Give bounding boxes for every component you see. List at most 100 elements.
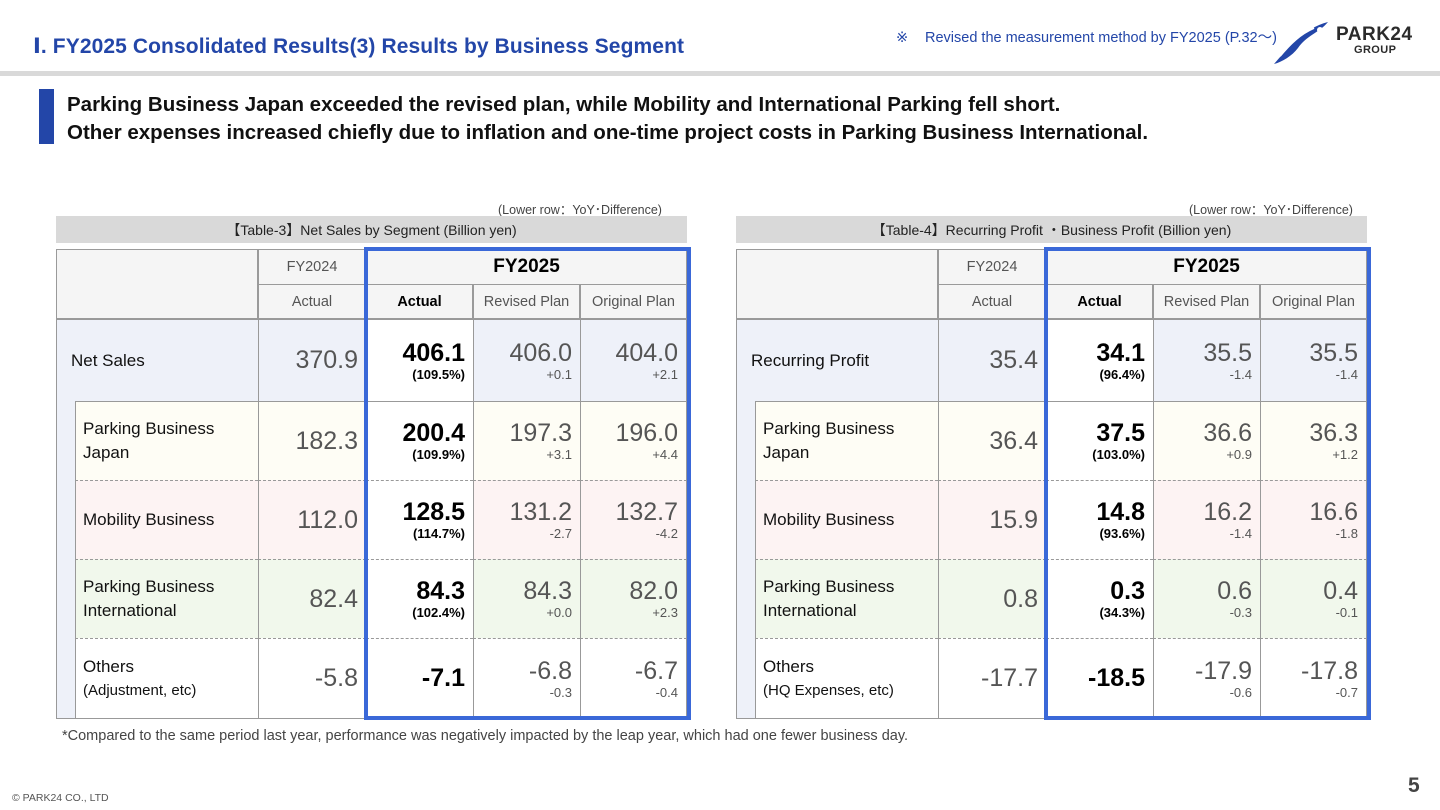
row-total-actual-value: 406.1 <box>402 338 465 367</box>
row-total-original-value: 404.0 <box>615 338 678 367</box>
row-japan-actual: 37.5 (103.0%) <box>1046 401 1153 480</box>
park24-swoosh-icon <box>1274 22 1328 64</box>
row-others-fy2024: -17.7 <box>938 638 1046 718</box>
row-mobility-original-diff: -4.2 <box>655 526 678 541</box>
row-mobility-fy2024-value: 112.0 <box>297 505 358 534</box>
row-japan-label: Parking Business <box>83 419 215 438</box>
row-others-original-diff: -0.4 <box>655 684 678 700</box>
row-international-actual-value: 84.3 <box>416 577 465 605</box>
row-others-revised-diff: -0.3 <box>549 684 572 700</box>
row-total-fy2024-value: 35.4 <box>989 346 1038 374</box>
copyright: © PARK24 CO., LTD <box>12 792 109 804</box>
row-japan-revised-value: 36.6 <box>1203 419 1252 447</box>
row-international-original-diff: +2.3 <box>652 605 678 620</box>
row-japan-label-cell: Parking Business Japan <box>755 401 938 480</box>
row-japan-actual-value: 37.5 <box>1096 419 1145 447</box>
subheader-original-plan-label: Original Plan <box>591 293 675 310</box>
row-others-original-value: -6.7 <box>634 656 678 685</box>
row-others-original-plan: -17.8 -0.7 <box>1260 638 1367 718</box>
row-total-label: Recurring Profit <box>751 350 870 370</box>
row-international-original-value: 82.0 <box>629 577 678 605</box>
table4-title: 【Table-4】Recurring Profit ・Business Prof… <box>736 216 1367 243</box>
row-japan-revised-plan: 36.6 +0.9 <box>1153 401 1260 480</box>
row-total-actual: 406.1 (109.5%) <box>366 319 473 401</box>
subheader-actual-label: Actual <box>1077 293 1122 310</box>
row-mobility-actual: 128.5 (114.7%) <box>366 480 473 559</box>
row-total-label: Net Sales <box>71 350 145 370</box>
row-japan-label-wrap: Parking Business Japan <box>83 417 214 465</box>
subheader-fy2024-actual-label: Actual <box>971 293 1013 310</box>
row-japan-fy2024-value: 182.3 <box>295 426 358 455</box>
row-total-label-cell: Recurring Profit <box>736 319 938 401</box>
subheader-actual: Actual <box>366 284 473 319</box>
row-international-fy2024-value: 82.4 <box>309 584 358 613</box>
row-total-fy2024: 35.4 <box>938 319 1046 401</box>
row-others-fy2024: -5.8 <box>258 638 366 718</box>
subheader-fy2024-actual: Actual <box>938 284 1046 319</box>
row-japan-actual-yoy: (103.0%) <box>1092 447 1145 462</box>
header-fy2025-label: FY2025 <box>493 256 560 277</box>
row-international-label-wrap: Parking Business International <box>83 575 214 623</box>
row-total-fy2024: 370.9 <box>258 319 366 401</box>
measurement-note: ※ Revised the measurement method by FY20… <box>896 30 1277 47</box>
table3-title: 【Table-3】Net Sales by Segment (Billion y… <box>56 216 687 243</box>
row-mobility-label-cell: Mobility Business <box>755 480 938 559</box>
row-others-revised-plan: -17.9 -0.6 <box>1153 638 1260 718</box>
row-mobility-label-cell: Mobility Business <box>75 480 258 559</box>
row-international-actual: 84.3 (102.4%) <box>366 559 473 638</box>
subheader-actual: Actual <box>1046 284 1153 319</box>
row-mobility-fy2024: 15.9 <box>938 480 1046 559</box>
subheader-fy2024-actual-label: Actual <box>291 293 333 310</box>
row-japan-fy2024: 36.4 <box>938 401 1046 480</box>
lead-line-2: Other expenses increased chiefly due to … <box>67 121 1149 144</box>
row-total-revised-value: 35.5 <box>1203 338 1252 367</box>
header-fy2024-label: FY2024 <box>966 259 1018 275</box>
note-text: Revised the measurement method by FY2025… <box>925 30 1277 46</box>
table-bottom-border <box>56 718 687 719</box>
row-others-original-value: -17.8 <box>1301 656 1358 685</box>
row-mobility-revised-value: 131.2 <box>509 498 572 526</box>
row-mobility-actual: 14.8 (93.6%) <box>1046 480 1153 559</box>
row-total-revised-value: 406.0 <box>509 338 572 367</box>
row-mobility-revised-diff: -2.7 <box>549 526 572 541</box>
lead-statement: Parking Business Japan exceeded the revi… <box>67 91 1148 147</box>
row-others-actual: -7.1 <box>366 638 473 718</box>
row-mobility-label: Mobility Business <box>83 510 215 529</box>
row-mobility-revised-plan: 16.2 -1.4 <box>1153 480 1260 559</box>
header-fy2025: FY2025 <box>366 249 687 285</box>
row-total-fy2024-value: 370.9 <box>295 346 358 374</box>
row-mobility-original-plan: 132.7 -4.2 <box>580 480 687 559</box>
row-others-revised-diff: -0.6 <box>1229 684 1252 700</box>
row-total-label-wrap: Net Sales <box>71 349 145 373</box>
header-fy2025-label: FY2025 <box>1173 256 1240 277</box>
row-others-label-wrap: Others (Adjustment, etc) <box>83 655 196 703</box>
header-blank-cell <box>736 249 938 319</box>
row-japan-revised-diff: +0.9 <box>1226 447 1252 462</box>
segment-indent-strip <box>56 401 75 718</box>
row-japan-revised-value: 197.3 <box>509 419 572 447</box>
table4-lower-note: (Lower row：YoY･Difference) <box>1189 203 1353 217</box>
subheader-original-plan-label: Original Plan <box>1271 293 1355 310</box>
park24-logo: PARK24 GROUP <box>1270 18 1420 68</box>
row-mobility-actual-value: 128.5 <box>402 498 465 526</box>
row-others-actual-value: -18.5 <box>1088 664 1145 692</box>
row-others-label-cell: Others (HQ Expenses, etc) <box>755 638 938 718</box>
subheader-revised-plan-label: Revised Plan <box>483 293 570 310</box>
row-international-fy2024: 82.4 <box>258 559 366 638</box>
row-international-original-plan: 0.4 -0.1 <box>1260 559 1367 638</box>
footnote: *Compared to the same period last year, … <box>62 728 909 744</box>
table3-lower-note: (Lower row：YoY･Difference) <box>498 203 662 217</box>
row-japan-revised-plan: 197.3 +3.1 <box>473 401 580 480</box>
row-total-actual: 34.1 (96.4%) <box>1046 319 1153 401</box>
row-others-label-line2: (HQ Expenses, etc) <box>763 681 894 699</box>
row-international-revised-diff: -0.3 <box>1229 605 1252 620</box>
row-international-label-wrap: Parking Business International <box>763 575 894 623</box>
row-others-revised-plan: -6.8 -0.3 <box>473 638 580 718</box>
page-number: 5 <box>1408 774 1420 797</box>
row-mobility-revised-plan: 131.2 -2.7 <box>473 480 580 559</box>
subheader-fy2024-actual: Actual <box>258 284 366 319</box>
row-total-actual-yoy: (96.4%) <box>1099 366 1145 382</box>
row-international-fy2024: 0.8 <box>938 559 1046 638</box>
row-international-actual-value: 0.3 <box>1110 577 1145 605</box>
row-international-revised-plan: 0.6 -0.3 <box>1153 559 1260 638</box>
